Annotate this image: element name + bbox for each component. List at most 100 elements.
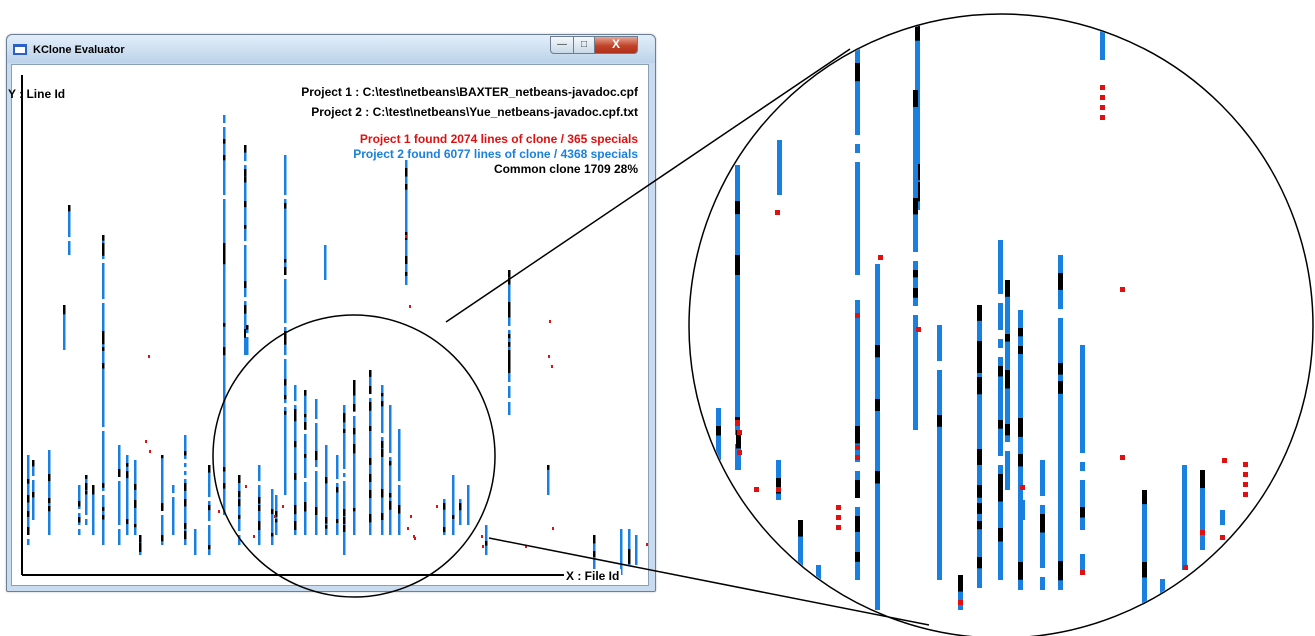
common-segment: [223, 483, 226, 489]
common-segment: [353, 404, 356, 412]
common-segment: [913, 198, 918, 215]
common-segment: [628, 557, 631, 564]
special-mark: [836, 505, 841, 510]
common-segment: [977, 449, 982, 465]
special-mark: [878, 255, 883, 260]
special-mark: [775, 210, 780, 215]
gap: [118, 477, 121, 481]
common-segment: [184, 451, 187, 456]
common-segment: [244, 305, 247, 314]
common-segment: [32, 460, 35, 467]
clone-column: [452, 475, 455, 535]
clone-column: [238, 475, 241, 545]
special-mark: [405, 235, 407, 238]
project2-path: Project 2 : C:\test\netbeans\Yue_netbean…: [311, 105, 638, 119]
clone-column: [777, 140, 782, 195]
common-segment: [1142, 562, 1147, 578]
special-mark: [481, 535, 483, 538]
clone-column: [620, 525, 623, 575]
clone-column: [246, 325, 249, 355]
gap: [271, 485, 274, 489]
gap: [172, 493, 175, 497]
special-mark: [414, 537, 416, 540]
special-mark: [1243, 462, 1248, 467]
common-segment: [102, 339, 105, 345]
clone-column: [547, 465, 550, 495]
clone-column: [223, 115, 226, 515]
gap: [998, 294, 1003, 303]
special-mark: [836, 515, 841, 520]
common-segment: [1200, 470, 1205, 489]
clone-column: [1182, 465, 1187, 570]
gap: [244, 297, 247, 301]
clone-column: [85, 475, 88, 525]
gap: [118, 525, 121, 529]
common-segment: [369, 402, 372, 411]
gap: [343, 477, 346, 481]
common-segment: [244, 169, 247, 177]
clone-column: [443, 495, 446, 535]
gap: [184, 467, 187, 471]
special-mark: [1100, 105, 1105, 110]
gap: [315, 395, 318, 399]
common-segment: [508, 366, 511, 373]
common-segment: [855, 480, 860, 499]
common-segment: [977, 521, 982, 530]
common-segment: [998, 420, 1003, 429]
common-segment: [913, 90, 918, 108]
close-button[interactable]: X: [594, 36, 638, 54]
common-segment: [998, 492, 1003, 502]
common-segment: [102, 243, 105, 253]
common-segment: [304, 454, 307, 458]
special-mark: [274, 515, 276, 518]
gap: [238, 531, 241, 535]
app-window: KClone Evaluator — □ X Y : Line Id X : F…: [6, 34, 656, 592]
gap: [855, 153, 860, 162]
zoomed-clone-view: [716, 20, 1248, 610]
clone-column: [172, 485, 175, 535]
common-segment: [343, 509, 346, 517]
common-segment: [1018, 454, 1023, 467]
common-segment: [244, 225, 247, 229]
gap: [1160, 570, 1165, 579]
clone-column: [735, 165, 740, 470]
special-mark: [1243, 472, 1248, 477]
clone-column: [1220, 510, 1225, 525]
common-segment: [304, 502, 307, 512]
common-segment: [381, 393, 384, 397]
common-segment: [315, 507, 318, 515]
common-segment: [304, 422, 307, 430]
common-segment: [1018, 418, 1023, 437]
common-segment: [223, 259, 226, 265]
common-clone-stats: Common clone 1709 28%: [493, 162, 638, 176]
common-segment: [913, 270, 918, 278]
gap: [1040, 568, 1045, 577]
common-segment: [134, 524, 137, 528]
common-segment: [381, 513, 384, 520]
common-segment: [508, 270, 511, 278]
special-mark: [1183, 565, 1188, 570]
common-segment: [78, 517, 81, 523]
common-segment: [85, 491, 88, 495]
title-bar[interactable]: KClone Evaluator — □ X: [7, 35, 655, 63]
common-segment: [126, 463, 129, 467]
clone-column: [485, 525, 488, 555]
gap: [223, 195, 226, 199]
common-segment: [294, 505, 297, 515]
common-segment: [1058, 561, 1063, 581]
common-segment: [977, 503, 982, 514]
gap: [244, 161, 247, 165]
common-segment: [161, 535, 164, 542]
common-segment: [102, 251, 105, 256]
gap: [1058, 309, 1063, 318]
clone-column: [998, 240, 1003, 580]
gap: [508, 326, 511, 330]
special-mark: [1100, 95, 1105, 100]
common-segment: [343, 429, 346, 433]
special-mark: [646, 543, 648, 546]
common-segment: [304, 390, 307, 396]
common-segment: [353, 444, 356, 454]
common-segment: [244, 201, 247, 208]
common-segment: [977, 359, 982, 374]
